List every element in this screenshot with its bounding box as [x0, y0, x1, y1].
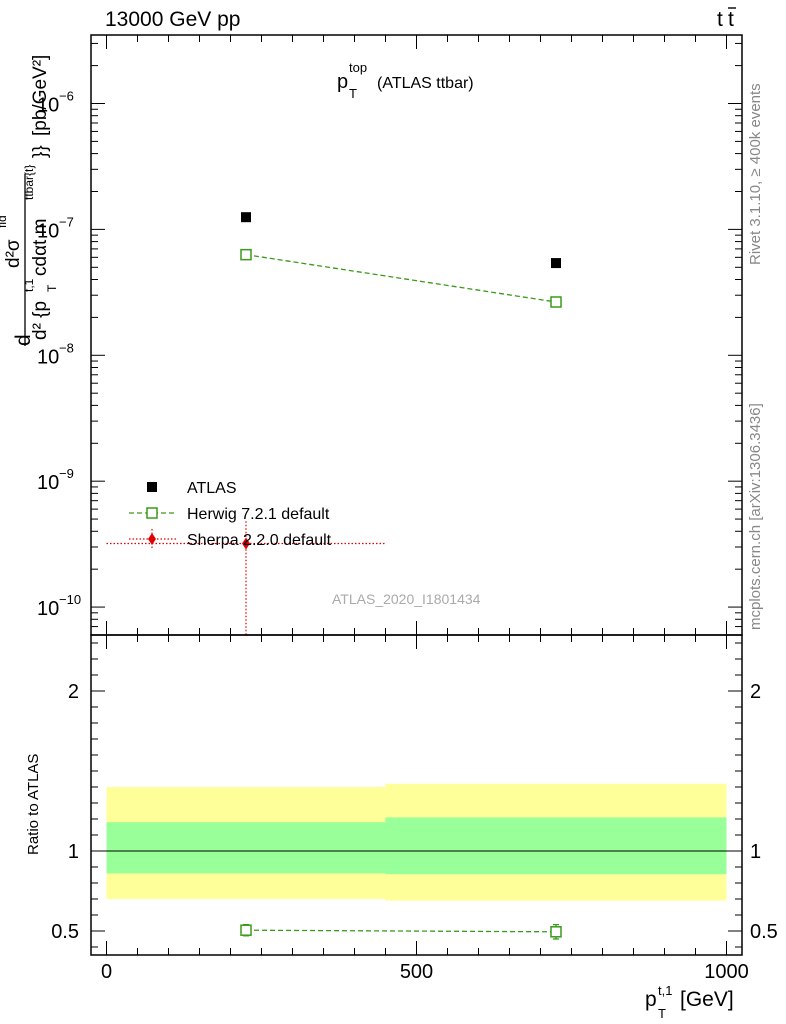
ylabel-den-c: }}	[30, 145, 51, 158]
legend: ATLAS Herwig 7.2.1 default Sherpa 2.2.0 de…	[129, 480, 332, 549]
herwig-point	[240, 248, 252, 261]
main-ytick-label-exp: −10	[59, 592, 81, 607]
legend-label-1: Herwig 7.2.1 default	[187, 506, 330, 523]
xtick-label: 1000	[704, 961, 749, 983]
ylabel-numerator: d²σ	[3, 239, 24, 268]
xlabel-sub: T	[658, 1006, 666, 1021]
xlabel-base: p	[645, 988, 657, 1011]
legend-sherpa-marker	[148, 533, 156, 545]
rivet-label: Rivet 3.1.10, ≥ 400k events	[747, 83, 764, 265]
main-ytick-label-base: 10	[37, 346, 59, 368]
axis-ticks	[91, 35, 742, 955]
ratio-ytick-label-right: 0.5	[750, 921, 778, 943]
x-axis-label: p t,1 T [GeV]	[645, 983, 734, 1021]
atlas-point	[551, 258, 561, 269]
legend-atlas-marker	[147, 482, 157, 492]
herwig-point	[550, 296, 562, 308]
xtick-label: 500	[400, 961, 433, 983]
title-suffix: (ATLAS ttbar)	[377, 75, 474, 92]
legend-label-0: ATLAS	[187, 480, 237, 497]
ylabel-numerator-sup: fid	[0, 215, 9, 228]
band-inner-0	[106, 822, 386, 874]
ratio-ytick-label-left: 2	[68, 681, 79, 703]
ylabel-unit: [pb/GeV²]	[30, 55, 51, 136]
ratio-ytick-label-right: 2	[750, 681, 761, 703]
ratio-y-tick-labels: 0.5 0.5 1 1 2 2	[51, 681, 778, 943]
main-title: p top T (ATLAS ttbar)	[337, 60, 474, 101]
process-label-t: t	[717, 8, 723, 31]
xtick-label: 0	[101, 961, 112, 983]
process-label: t t	[717, 7, 736, 31]
ratio-herwig-point	[550, 926, 562, 938]
main-ytick-label-base: 10	[37, 472, 59, 494]
title-base: p	[337, 71, 348, 93]
ratio-ytick-label-left: 0.5	[51, 921, 79, 943]
ylabel-d: d	[12, 334, 35, 346]
main-ytick-label-base: 10	[37, 220, 59, 242]
main-ytick-label-base: 10	[37, 598, 59, 620]
atlas-point	[241, 212, 251, 223]
process-label-tbar: t	[728, 8, 734, 31]
sherpa-point	[242, 537, 250, 550]
mcplots-label: mcplots.cern.ch [arXiv:1306.3436]	[747, 403, 764, 630]
ratio-ytick-label-right: 1	[750, 841, 761, 863]
ratio-ytick-label-left: 1	[68, 841, 79, 863]
ratio-uncertainty-bands	[91, 783, 742, 901]
ylabel-den-b: cdαt m	[30, 219, 51, 276]
main-ytick-label-exp: −7	[59, 214, 74, 229]
title-sub: T	[349, 86, 357, 101]
xlabel-unit: [GeV]	[680, 988, 734, 1011]
legend-herwig-marker	[146, 507, 158, 519]
ratio-panel-series	[240, 923, 562, 940]
herwig-line	[245, 254, 557, 303]
main-ytick-label-exp: −9	[59, 466, 74, 481]
xlabel-sup: t,1	[658, 983, 672, 998]
analysis-watermark: ATLAS_2020_I1801434	[332, 591, 481, 607]
main-ytick-label-exp: −8	[59, 340, 74, 355]
ylabel-den-a: d² {p	[30, 301, 51, 340]
energy-label: 13000 GeV pp	[105, 8, 240, 31]
ratio-herwig-point	[240, 924, 252, 936]
ratio-y-axis-label: Ratio to ATLAS	[25, 754, 42, 855]
main-ytick-label-exp: −6	[59, 88, 74, 103]
x-tick-labels: 0 500 1000	[101, 961, 749, 983]
ylabel-den-sup2: ttbar{t}	[22, 165, 36, 200]
ylabel-den-sub1: T	[45, 284, 59, 292]
main-ytick-label-base: 10	[37, 94, 59, 116]
ylabel-den-sup1: t,1	[22, 278, 36, 292]
band-inner-1	[385, 817, 727, 875]
legend-label-2: Sherpa 2.2.0 default	[187, 532, 332, 549]
title-sup: top	[349, 60, 367, 75]
main-panel-series	[106, 212, 562, 635]
main-y-axis-label: d d²σ fid d² {p t,1 T cdαt m ttbar{t} }}…	[0, 55, 59, 346]
ratio-herwig-line	[245, 929, 557, 933]
